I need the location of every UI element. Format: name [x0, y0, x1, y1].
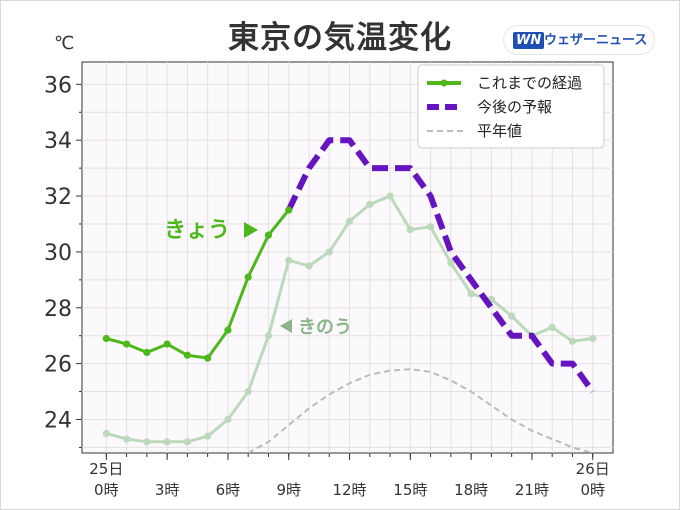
data-point-yesterday [122, 435, 131, 443]
data-point-observed [102, 334, 110, 343]
weathernews-logo: WN ウェザーニュース [503, 25, 655, 55]
x-tick-label-day: 26日 [576, 460, 610, 478]
x-tick-label: 6時 [216, 481, 241, 499]
data-point-yesterday [102, 429, 110, 438]
chart-title: 東京の気温変化 [228, 20, 452, 56]
legend-label-observed: これまでの経過 [477, 74, 582, 92]
data-point-observed [163, 340, 171, 348]
x-tick-label: 18時 [454, 481, 488, 499]
series-normal [247, 368, 593, 453]
data-point-yesterday [589, 334, 597, 343]
data-point-observed [224, 326, 232, 334]
y-axis-unit: ℃ [54, 33, 75, 54]
data-point-yesterday [366, 200, 374, 209]
x-tick-label: 0時 [94, 481, 119, 499]
data-point-observed [143, 348, 151, 357]
x-tick-label: 12時 [332, 481, 366, 499]
data-point-yesterday [345, 217, 354, 225]
data-point-yesterday [447, 259, 455, 267]
data-point-yesterday [143, 438, 151, 446]
legend-box [417, 64, 605, 149]
x-tick-label: 15時 [393, 481, 427, 499]
legend-label-forecast: 今後の予報 [477, 98, 552, 116]
y-tick-label: 32 [44, 185, 72, 210]
data-point-observed [183, 351, 191, 359]
data-point-yesterday [305, 262, 313, 270]
legend-marker-observed [440, 79, 448, 87]
data-point-yesterday [224, 415, 232, 424]
data-point-yesterday [183, 438, 191, 446]
data-point-yesterday [285, 256, 293, 264]
series-line-normal [247, 368, 593, 453]
y-tick-label: 26 [44, 353, 72, 378]
data-point-observed [244, 273, 252, 281]
grid [82, 62, 613, 453]
data-point-observed [122, 340, 131, 348]
annotation-yesterday-label: きのう [298, 317, 352, 338]
data-point-yesterday [406, 225, 414, 234]
data-point-observed [285, 206, 293, 214]
data-point-observed [204, 354, 212, 362]
data-point-observed [264, 231, 273, 239]
data-point-yesterday [264, 332, 273, 340]
data-point-yesterday [467, 290, 475, 298]
legend-item-observed: これまでの経過 [427, 74, 582, 92]
data-point-yesterday [548, 323, 556, 331]
annotation-today: きょう [164, 218, 258, 243]
y-tick-label: 24 [44, 408, 72, 433]
y-tick-label: 30 [44, 241, 72, 266]
series-observed [102, 206, 293, 362]
x-tick-label-day: 25日 [89, 460, 123, 478]
annotation-today-label: きょう [164, 218, 230, 243]
data-point-yesterday [244, 387, 252, 396]
series-forecast [286, 137, 596, 394]
data-point-yesterday [508, 312, 516, 320]
x-tick-label: 3時 [155, 481, 180, 499]
data-point-yesterday [386, 192, 394, 200]
data-point-yesterday [204, 432, 212, 440]
annotation-yesterday-arrow [280, 319, 292, 333]
annotation-yesterday: きのう [280, 317, 352, 338]
y-tick-label: 28 [44, 297, 72, 322]
legend-label-normal: 平年値 [477, 122, 522, 140]
legend-item-forecast: 今後の予報 [427, 98, 552, 116]
y-axis: 24 26 28 30 32 34 36 [44, 73, 82, 448]
data-series [102, 137, 597, 453]
series-line-forecast [286, 137, 596, 394]
x-tick-label: 21時 [515, 481, 549, 499]
legend: これまでの経過 今後の予報 平年値 [417, 64, 605, 149]
legend-item-normal: 平年値 [427, 122, 522, 140]
x-axis: 25日 0時 3時 6時 9時 12時 15時 18時 21時 26日 0時 [89, 453, 610, 499]
logo-text: ウェザーニュース [544, 33, 648, 48]
y-tick-label: 34 [44, 129, 72, 154]
series-line-observed [105, 209, 290, 360]
logo-mark: WN [513, 32, 545, 49]
data-point-yesterday [325, 248, 333, 256]
x-tick-label: 9時 [276, 481, 301, 499]
data-point-yesterday [568, 337, 577, 345]
annotation-today-arrow [244, 222, 258, 238]
x-tick-label: 0時 [580, 481, 605, 499]
y-tick-label: 36 [44, 73, 72, 98]
data-point-yesterday [163, 438, 171, 446]
data-point-yesterday [426, 223, 435, 231]
